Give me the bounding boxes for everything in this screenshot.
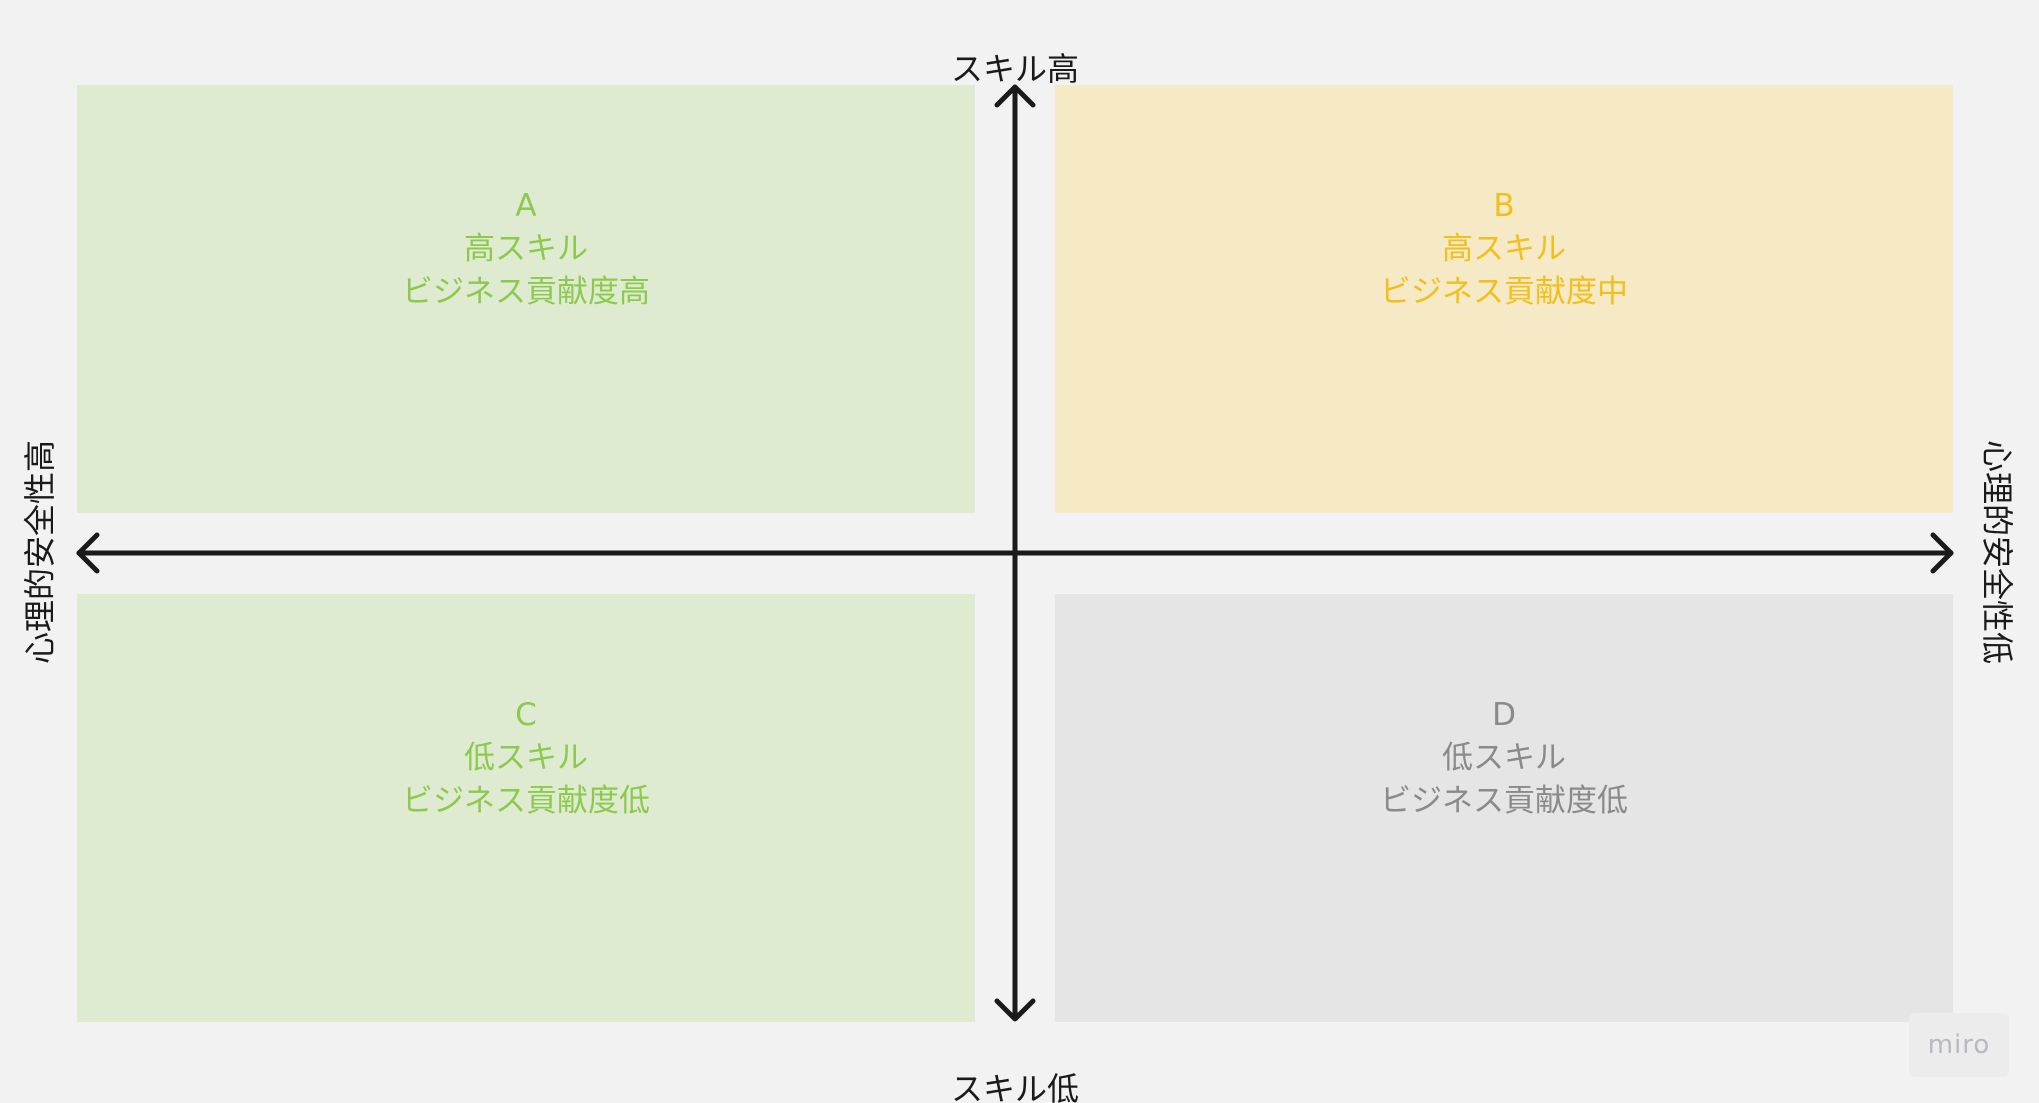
miro-logo-icon[interactable]: miro bbox=[1909, 1013, 2009, 1077]
quadrant-b-text: B 高スキル ビジネス貢献度中 bbox=[1380, 185, 1628, 314]
axis-label-right: 心理的安全性低 bbox=[1976, 440, 2022, 664]
quadrant-a-text: A 高スキル ビジネス貢献度高 bbox=[402, 185, 650, 314]
quadrant-b[interactable]: B 高スキル ビジネス貢献度中 bbox=[1055, 85, 1953, 513]
arrow-down-icon bbox=[997, 1001, 1033, 1019]
quadrant-a-letter: A bbox=[402, 185, 650, 228]
quadrant-c-letter: C bbox=[402, 694, 650, 737]
quadrant-d-letter: D bbox=[1380, 694, 1628, 737]
quadrant-c-text: C 低スキル ビジネス貢献度低 bbox=[402, 694, 650, 823]
quadrant-d-text: D 低スキル ビジネス貢献度低 bbox=[1380, 694, 1628, 823]
axis-label-bottom: スキル低 bbox=[951, 1064, 1079, 1103]
arrow-right-icon bbox=[1933, 535, 1951, 571]
quadrant-a-contribution: ビジネス貢献度高 bbox=[402, 271, 650, 314]
axis-label-top: スキル高 bbox=[951, 44, 1079, 90]
quadrant-c[interactable]: C 低スキル ビジネス貢献度低 bbox=[77, 594, 975, 1022]
quadrant-b-letter: B bbox=[1380, 185, 1628, 228]
arrow-left-icon bbox=[79, 535, 97, 571]
quadrant-a[interactable]: A 高スキル ビジネス貢献度高 bbox=[77, 85, 975, 513]
quadrant-c-skill: 低スキル bbox=[402, 737, 650, 780]
quadrant-b-contribution: ビジネス貢献度中 bbox=[1380, 271, 1628, 314]
quadrant-a-skill: 高スキル bbox=[402, 228, 650, 271]
quadrant-d[interactable]: D 低スキル ビジネス貢献度低 bbox=[1055, 594, 1953, 1022]
quadrant-d-skill: 低スキル bbox=[1380, 737, 1628, 780]
axis-label-left: 心理的安全性高 bbox=[15, 440, 61, 664]
quadrant-d-contribution: ビジネス貢献度低 bbox=[1380, 780, 1628, 823]
quadrant-b-skill: 高スキル bbox=[1380, 228, 1628, 271]
quadrant-c-contribution: ビジネス貢献度低 bbox=[402, 780, 650, 823]
